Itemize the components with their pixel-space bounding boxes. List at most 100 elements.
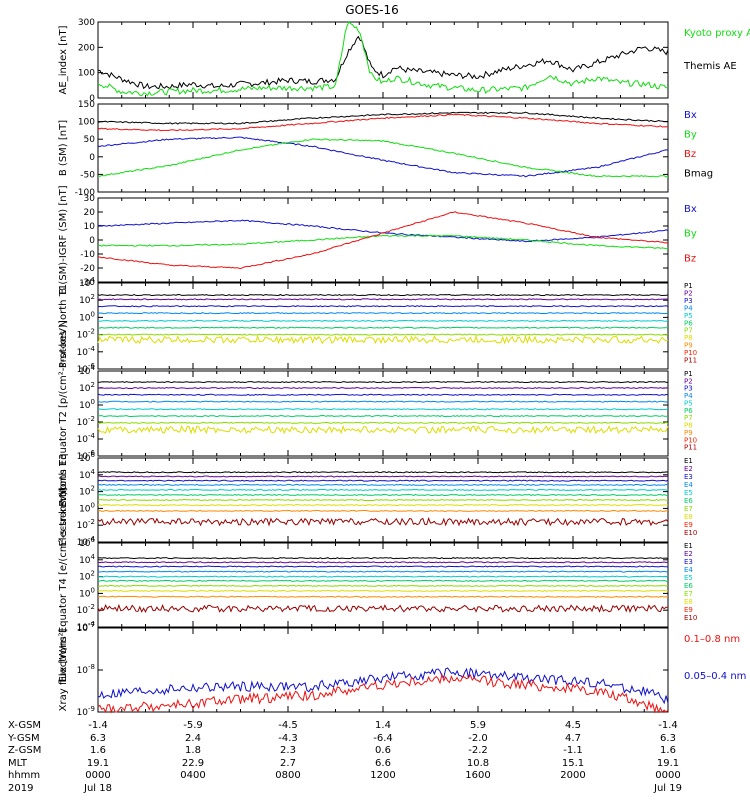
axis-value: 19.1	[87, 758, 109, 769]
legend-item: E8	[684, 598, 693, 606]
legend-item: E8	[684, 513, 693, 521]
legend-item: E9	[684, 606, 693, 614]
axis-value: -1.4	[88, 720, 108, 731]
legend-item: E5	[684, 574, 693, 582]
series-ee-e6	[97, 579, 668, 582]
legend-item: P3	[684, 385, 693, 393]
row-label: hhmm	[8, 770, 40, 781]
y-tick-label: -30	[80, 278, 95, 288]
legend-item: P4	[684, 304, 693, 312]
series-en-e10	[97, 517, 669, 527]
axis-value: 6.3	[660, 733, 676, 744]
series-pe-p7	[97, 421, 669, 424]
y-axis-label: Electrons North T3	[58, 453, 69, 546]
axis-value: -4.5	[278, 720, 298, 731]
y-tick-label: 100	[78, 69, 95, 79]
legend-item: Bmag	[684, 169, 713, 180]
legend-item: E2	[684, 550, 693, 558]
legend-item: E2	[684, 465, 693, 473]
y-tick-label: 100	[79, 310, 95, 323]
legend-item: 0.1–0.8 nm	[684, 634, 740, 645]
series-pe-p3	[97, 393, 669, 396]
legend-item: By	[684, 130, 697, 141]
y-tick-label: 0	[89, 94, 95, 104]
legend-item: E5	[684, 489, 693, 497]
legend-item: P5	[684, 399, 693, 407]
axis-value: 2.3	[280, 745, 296, 756]
series-en-e2	[97, 475, 668, 478]
y-tick-label: 0	[89, 153, 95, 163]
panel-frame	[97, 197, 669, 283]
legend-item: Themis AE	[683, 61, 737, 72]
series-pn-p5	[97, 319, 669, 322]
legend-item: E3	[684, 558, 693, 566]
series-pe-p1	[97, 380, 669, 384]
legend-item: E3	[684, 473, 693, 481]
y-tick-label: 100	[79, 501, 95, 514]
legend-item: E4	[684, 566, 693, 574]
series-en-e3	[97, 479, 669, 482]
series-en-e7	[97, 498, 669, 502]
series-pn-p4	[97, 312, 669, 315]
series-ee-e4	[97, 570, 668, 573]
legend-item: P2	[684, 289, 693, 297]
series-en-e1	[97, 471, 669, 474]
y-axis-label: Protons Equator T2 [p/(cm²-s-sr-keV)]	[58, 320, 69, 507]
axis-value: -1.4	[658, 720, 678, 731]
panel-ae: 0 100 200 300 AE_index [nT] Kyoto proxy AE The…	[58, 18, 750, 104]
legend-item: E7	[684, 590, 693, 598]
legend-item: P5	[684, 312, 693, 320]
series-bsm-bx	[97, 136, 669, 178]
axis-value: 1.6	[660, 745, 676, 756]
y-tick-label: 102	[79, 485, 95, 498]
row-label: MLT	[8, 758, 28, 769]
series-en-e9	[97, 509, 669, 512]
axis-value: 0000	[655, 770, 680, 781]
axis-value: -2.2	[468, 745, 488, 756]
y-tick-label: 100	[79, 586, 95, 599]
axis-value: 22.9	[182, 758, 204, 769]
axis-value: 1200	[370, 770, 395, 781]
axis-value: 4.7	[565, 733, 581, 744]
axis-value: 0000	[85, 770, 110, 781]
series-pn-p7	[97, 333, 669, 336]
panel-frame	[97, 627, 669, 713]
axis-value: 5.9	[470, 720, 486, 731]
y-tick-label: 102	[79, 293, 95, 306]
legend-item: E6	[684, 497, 693, 505]
legend-item: P7	[684, 414, 693, 422]
y-tick-label: 20	[84, 208, 96, 218]
y-tick-label: 200	[78, 43, 95, 53]
series-ee-e10	[97, 603, 668, 614]
y-tick-label: -50	[80, 170, 95, 180]
series-ee-e3	[97, 565, 668, 568]
y-axis-label: Protons North T1	[58, 284, 69, 368]
axis-value: Jul 19	[653, 783, 682, 794]
y-tick-label: 10-4	[77, 432, 96, 445]
legend-item: P3	[684, 297, 693, 305]
axis-value: 6.6	[375, 758, 391, 769]
legend-item: By	[684, 229, 697, 240]
legend-item: E1	[684, 542, 693, 550]
series-ae-kyoto-proxy-ae	[97, 21, 668, 97]
axis-value: -4.3	[278, 733, 298, 744]
row-label: Y-GSM	[7, 733, 40, 744]
legend-item: Bz	[684, 253, 696, 264]
legend-item: P6	[684, 319, 693, 327]
series-ee-e8	[98, 589, 669, 592]
y-tick-label: 104	[79, 468, 95, 481]
series-ee-e7	[98, 584, 669, 587]
legend-item: P10	[684, 436, 697, 444]
legend-item: E9	[684, 521, 693, 529]
axis-value: -5.9	[183, 720, 203, 731]
series-ee-e1	[97, 557, 669, 560]
y-axis-label: B (SM) [nT]	[58, 120, 69, 176]
axis-value: 1.6	[90, 745, 106, 756]
series-pn-p8	[97, 334, 669, 345]
y-tick-label: 10-4	[77, 345, 96, 358]
axis-value: 2.4	[185, 733, 201, 744]
legend-item: E10	[684, 614, 697, 622]
panel-bsm: -100 -50 0 50 100 150 B (SM) [nT] Bx By Bz Bmag	[58, 100, 713, 198]
